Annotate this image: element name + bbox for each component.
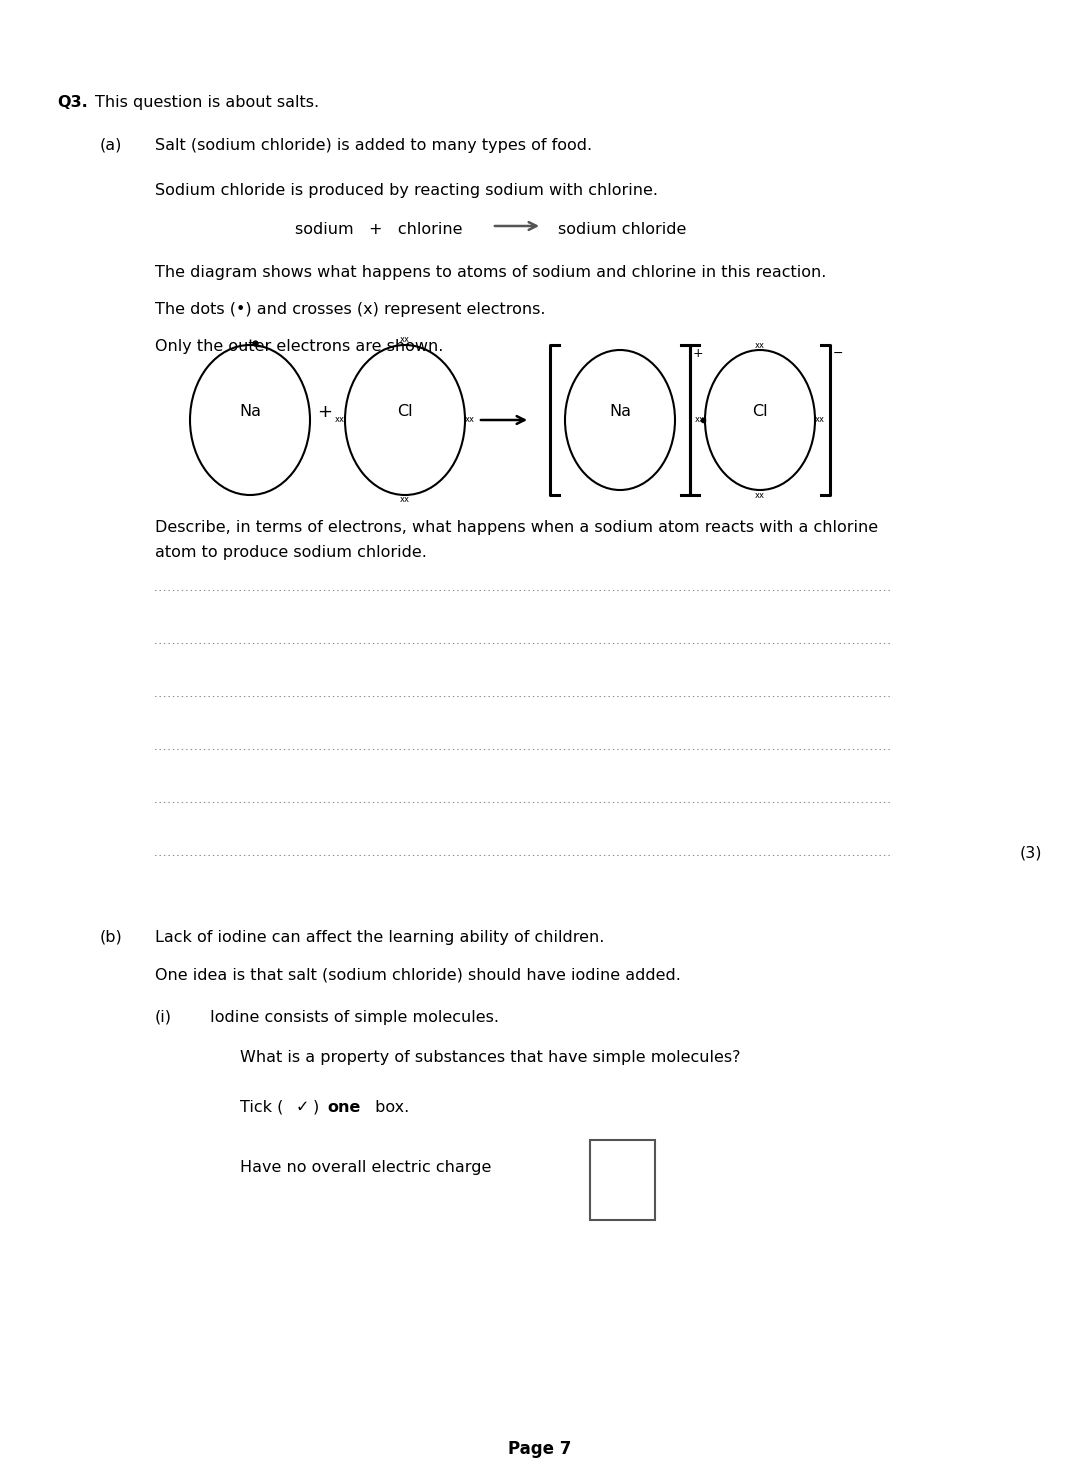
Text: (i): (i) — [156, 1010, 172, 1025]
Text: Tick (: Tick ( — [240, 1100, 283, 1115]
Text: +: + — [693, 347, 704, 360]
Text: Q3.: Q3. — [57, 94, 87, 111]
Text: xx: xx — [755, 341, 765, 350]
Text: xx: xx — [696, 416, 705, 425]
Text: Sodium chloride is produced by reacting sodium with chlorine.: Sodium chloride is produced by reacting … — [156, 183, 658, 198]
Text: One idea is that salt (sodium chloride) should have iodine added.: One idea is that salt (sodium chloride) … — [156, 968, 680, 982]
Text: xx: xx — [335, 416, 345, 425]
Text: −: − — [833, 347, 843, 360]
Text: xx: xx — [465, 416, 475, 425]
Text: (b): (b) — [100, 931, 123, 945]
Text: xx: xx — [815, 416, 825, 425]
Text: Na: Na — [609, 404, 631, 419]
Text: The dots (•) and crosses (x) represent electrons.: The dots (•) and crosses (x) represent e… — [156, 302, 545, 317]
Text: This question is about salts.: This question is about salts. — [95, 94, 319, 111]
Text: Lack of iodine can affect the learning ability of children.: Lack of iodine can affect the learning a… — [156, 931, 605, 945]
Text: sodium   +   chlorine: sodium + chlorine — [295, 223, 462, 237]
Text: ✓: ✓ — [296, 1100, 309, 1115]
Text: xx: xx — [755, 491, 765, 500]
Text: What is a property of substances that have simple molecules?: What is a property of substances that ha… — [240, 1050, 741, 1065]
Text: one: one — [327, 1100, 361, 1115]
Text: Na: Na — [239, 404, 261, 419]
Text: Describe, in terms of electrons, what happens when a sodium atom reacts with a c: Describe, in terms of electrons, what ha… — [156, 521, 878, 535]
Text: (3): (3) — [1020, 845, 1042, 860]
Text: Have no overall electric charge: Have no overall electric charge — [240, 1159, 491, 1176]
Text: The diagram shows what happens to atoms of sodium and chlorine in this reaction.: The diagram shows what happens to atoms … — [156, 266, 826, 280]
Text: Page 7: Page 7 — [509, 1440, 571, 1457]
Text: box.: box. — [370, 1100, 409, 1115]
Text: Salt (sodium chloride) is added to many types of food.: Salt (sodium chloride) is added to many … — [156, 139, 592, 153]
Text: (a): (a) — [100, 139, 122, 153]
Text: sodium chloride: sodium chloride — [558, 223, 687, 237]
Text: Iodine consists of simple molecules.: Iodine consists of simple molecules. — [210, 1010, 499, 1025]
Text: Only the outer electrons are shown.: Only the outer electrons are shown. — [156, 339, 444, 354]
Text: ): ) — [313, 1100, 324, 1115]
Text: Cl: Cl — [397, 404, 413, 419]
Text: Cl: Cl — [752, 404, 768, 419]
Text: atom to produce sodium chloride.: atom to produce sodium chloride. — [156, 544, 427, 560]
Text: xx: xx — [400, 496, 410, 504]
Bar — [590, 1140, 654, 1220]
Text: xx: xx — [400, 335, 410, 345]
Text: +: + — [318, 403, 333, 420]
